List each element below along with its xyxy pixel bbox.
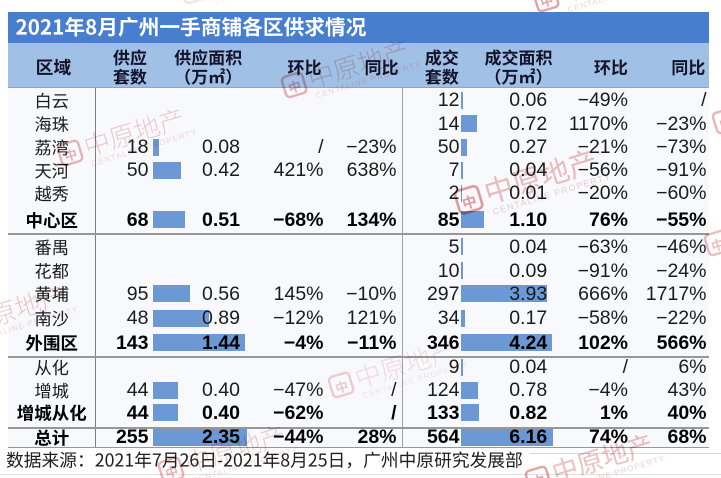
svg-text:CENTALINE PROPERTY: CENTALINE PROPERTY: [362, 360, 470, 401]
svg-text:CENTALINE PROPERTY: CENTALINE PROPERTY: [567, 0, 675, 14]
svg-text:CENTALINE PROPERTY: CENTALINE PROPERTY: [91, 128, 199, 169]
svg-text:CENTALINE PROPERTY: CENTALINE PROPERTY: [214, 0, 322, 6]
svg-text:CENTALINE PROPERTY: CENTALINE PROPERTY: [315, 60, 423, 101]
svg-text:CENTALINE PROPERTY: CENTALINE PROPERTY: [491, 171, 612, 217]
svg-text:CENTALINE PROPERTY: CENTALINE PROPERTY: [0, 305, 80, 346]
